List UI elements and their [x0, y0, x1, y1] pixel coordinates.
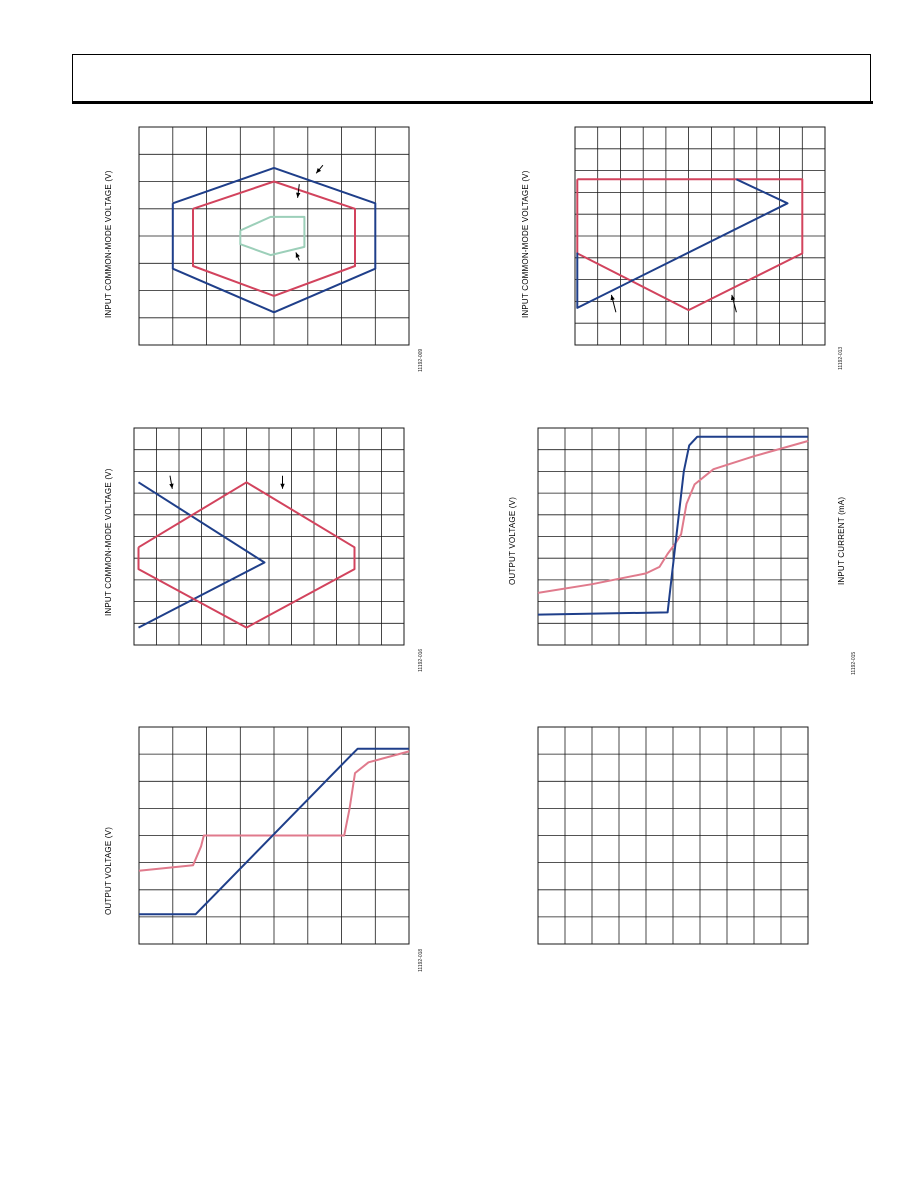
annotation-arrowhead	[280, 483, 285, 489]
series-line-navy	[537, 435, 808, 616]
chart-panel-4	[537, 427, 809, 646]
chart-4-ylabel: OUTPUT VOLTAGE (V)	[508, 496, 517, 585]
chart-3-plot	[133, 427, 405, 646]
chart-4-ylabel-right: INPUT CURRENT (mA)	[837, 496, 846, 585]
annotation-arrowhead	[730, 294, 736, 301]
chart-4-figure-code: 11192-015	[851, 651, 857, 675]
plot-frame	[138, 126, 410, 346]
chart-2-ylabel: INPUT COMMON-MODE VOLTAGE (V)	[521, 170, 530, 318]
series-line-navy	[139, 747, 409, 916]
series-line-pink	[537, 440, 809, 594]
series-line-navy	[171, 166, 377, 314]
series-line-pink	[138, 750, 410, 872]
series-line-navy	[576, 178, 789, 309]
page-header-rule	[72, 101, 873, 104]
chart-panel-3	[133, 427, 405, 646]
annotation-arrowhead	[295, 252, 300, 258]
series-line-red	[137, 481, 356, 629]
chart-5-figure-code: 11192-018	[418, 948, 424, 972]
chart-1-ylabel: INPUT COMMON-MODE VOLTAGE (V)	[104, 170, 113, 318]
chart-panel-2	[574, 126, 826, 346]
series-line-green	[239, 215, 306, 257]
chart-1-plot	[138, 126, 410, 346]
chart-3-ylabel: INPUT COMMON-MODE VOLTAGE (V)	[104, 468, 113, 616]
series-line-red	[576, 178, 804, 312]
chart-5-plot	[138, 726, 410, 945]
plot-frame	[574, 126, 826, 346]
plot-frame	[537, 427, 809, 646]
chart-5-ylabel: OUTPUT VOLTAGE (V)	[104, 826, 113, 915]
chart-3-figure-code: 11192-016	[418, 648, 424, 672]
annotation-arrowhead	[316, 168, 322, 174]
plot-frame	[138, 726, 410, 945]
chart-panel-5	[138, 726, 410, 945]
chart-2-figure-code: 11192-013	[838, 346, 844, 370]
chart-panel-6	[537, 726, 809, 945]
chart-4-plot	[537, 427, 809, 646]
series-line-red	[192, 180, 356, 297]
chart-2-plot	[574, 126, 826, 346]
chart-panel-1	[138, 126, 410, 346]
plot-frame	[133, 427, 405, 646]
annotation-arrowhead	[610, 294, 615, 301]
plot-frame	[537, 726, 809, 945]
annotation-arrowhead	[169, 483, 174, 489]
annotation-arrowhead	[296, 192, 301, 198]
page-header-frame	[72, 54, 871, 101]
series-line-navy	[137, 481, 266, 629]
chart-6-plot	[537, 726, 809, 945]
chart-1-figure-code: 11192-009	[418, 348, 424, 372]
